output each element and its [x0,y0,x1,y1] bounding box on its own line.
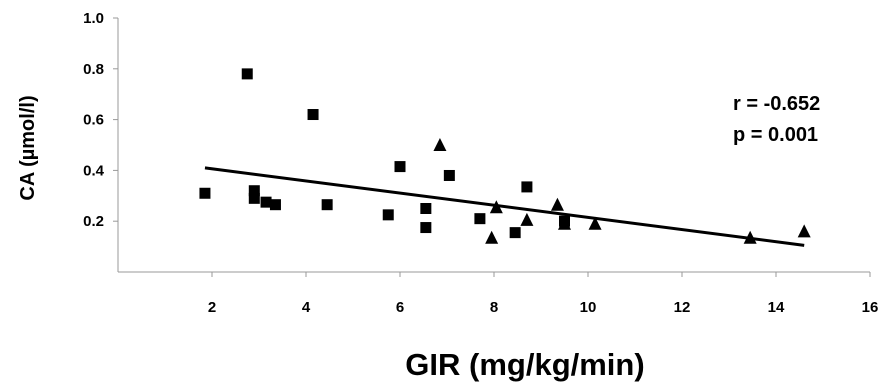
square-point [260,196,272,208]
square-point [248,192,260,204]
x-tick-label: 8 [490,299,498,316]
x-tick-label: 14 [768,299,785,316]
square-point [241,68,253,80]
triangle-point [433,138,447,151]
square-point [521,181,533,193]
y-tick-label: 0.4 [83,162,105,179]
y-tick-label: 0.8 [83,61,104,78]
triangle-point [520,212,534,226]
square-point [394,161,406,173]
square-point [269,199,281,211]
x-tick-label: 10 [580,299,597,316]
square-point [199,187,211,199]
square-point [420,222,432,234]
y-tick-label: 0.6 [83,112,104,129]
square-point [248,185,260,197]
triangle-point [797,224,811,238]
x-axis-title: GIR (mg/kg/min) [405,347,644,382]
correlation-p: p = 0.001 [733,124,818,146]
x-tick-label: 16 [862,299,879,316]
y-tick-label: 1.0 [83,10,104,27]
triangle-point [489,200,503,214]
triangle-point [550,197,564,211]
triangle-point [743,230,757,244]
y-tick-label: 0.2 [83,213,104,230]
y-axis-title: CA (µmol/l) [17,95,39,200]
triangle-point [588,216,602,230]
x-tick-label: 12 [674,299,691,316]
x-tick-label: 4 [302,299,311,316]
square-point [321,199,333,211]
x-tick-label: 2 [208,299,216,316]
square-point [509,227,521,239]
data-points [199,68,811,244]
square-point [443,169,455,181]
square-point [474,213,486,225]
correlation-r: r = -0.652 [733,93,820,115]
ticks: 0.2 0.4 0.6 0.8 1.0 2 4 6 8 10 12 14 16 [83,10,878,316]
triangle-point [485,230,499,244]
triangle-point [558,216,571,230]
x-tick-label: 6 [396,299,404,316]
square-point [382,209,394,221]
trendline [204,166,805,247]
square-point [420,203,432,214]
square-point [307,109,319,121]
